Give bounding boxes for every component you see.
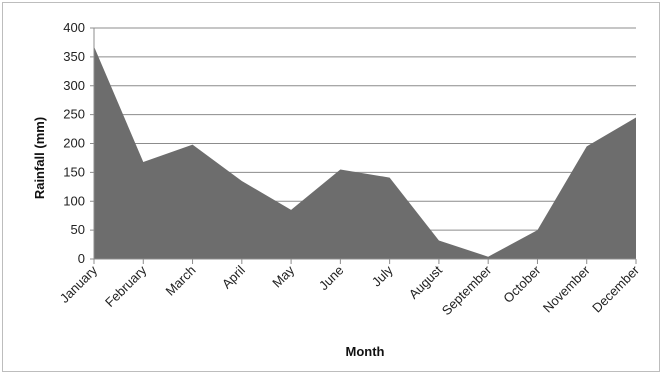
y-tick-label-300: 300 <box>63 78 85 93</box>
y-tick-label-350: 350 <box>63 49 85 64</box>
y-tick-label-200: 200 <box>63 136 85 151</box>
x-axis-ticks: January February March April May June July Augu… <box>57 262 643 318</box>
x-tick-label-august: August <box>406 262 445 301</box>
x-tick-label-april: April <box>219 262 248 291</box>
x-tick-label-november: November <box>540 262 593 315</box>
x-tick-label-march: March <box>163 263 199 299</box>
x-tick-label-october: October <box>500 262 544 306</box>
x-tick-label-december: December <box>589 262 642 315</box>
axes <box>90 27 637 264</box>
y-tick-label-50: 50 <box>71 222 85 237</box>
rainfall-area <box>94 46 636 260</box>
x-axis-title: Month <box>346 344 385 359</box>
x-tick-label-june: June <box>316 263 347 294</box>
x-tick-label-may: May <box>269 262 297 290</box>
y-tick-label-150: 150 <box>63 164 85 179</box>
area-series <box>93 46 637 260</box>
x-tick-label-february: February <box>102 262 150 310</box>
y-tick-label-250: 250 <box>63 107 85 122</box>
x-tick-label-july: July <box>369 262 396 289</box>
y-tick-label-400: 400 <box>63 20 85 35</box>
y-tick-label-100: 100 <box>63 193 85 208</box>
x-tick-label-january: January <box>57 262 101 306</box>
y-axis-title: Rainfall (mm) <box>32 117 47 199</box>
x-tick-label-september: September <box>439 262 495 318</box>
y-axis-ticks: 0 50 100 150 200 250 300 350 400 <box>63 20 85 266</box>
y-tick-label-0: 0 <box>78 251 85 266</box>
